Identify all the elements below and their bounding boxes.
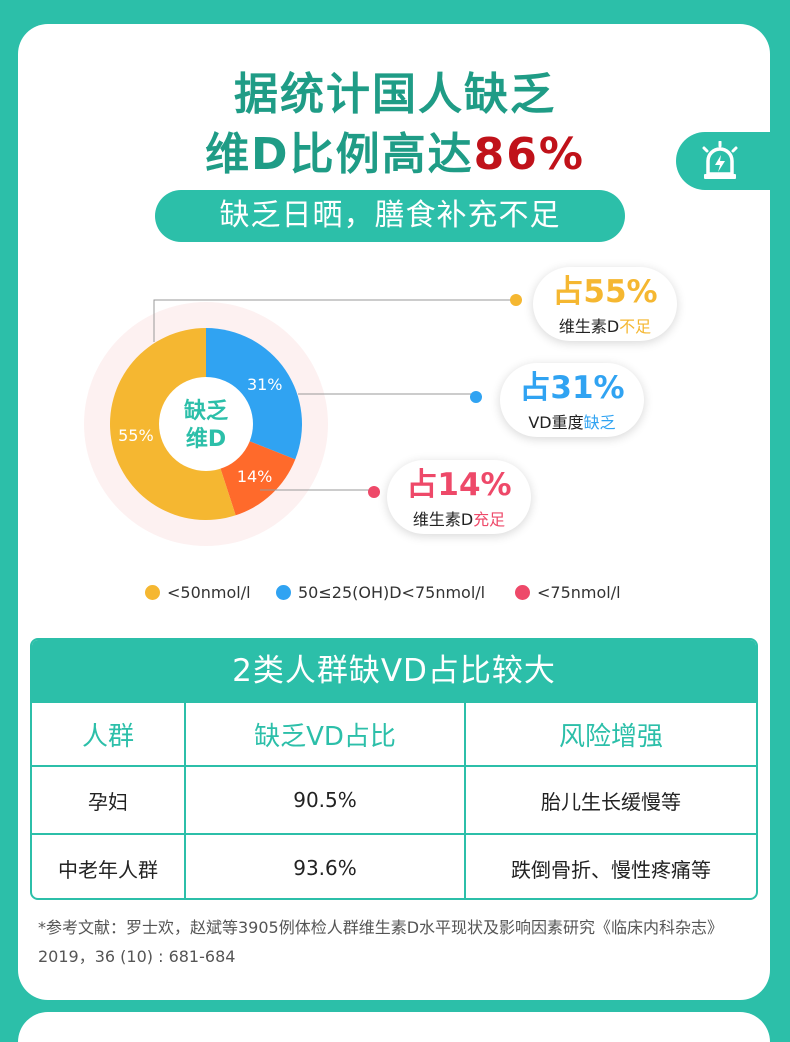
callout-14-desc: 维生素D充足 xyxy=(387,506,531,530)
next-card-edge xyxy=(18,1012,770,1042)
reference-note: *参考文献：罗士欢，赵斌等3905例体检人群维生素D水平现状及影响因素研究《临床… xyxy=(38,918,724,966)
leader-55-line xyxy=(153,299,516,342)
headline-percent: 86% xyxy=(473,129,585,180)
table-grid: 人群 缺乏VD占比 风险增强 孕妇 90.5% 胎儿生长缓慢等 中老年人群 93… xyxy=(32,703,756,898)
legend-item-3: <75nmol/l xyxy=(515,583,621,602)
col-header-risk: 风险增强 xyxy=(464,703,756,767)
legend-item-2: 50≤25(OH)D<75nmol/l xyxy=(276,583,485,602)
callout-31-highlight: 缺乏 xyxy=(583,413,616,432)
callout-14-highlight: 充足 xyxy=(473,510,506,529)
siren-lightning-icon xyxy=(702,141,738,179)
callout-55-desc: 维生素D不足 xyxy=(533,313,677,337)
donut-hole xyxy=(159,377,253,471)
callout-31-desc: VD重度缺乏 xyxy=(500,409,644,433)
leader-55-dot xyxy=(510,294,522,306)
callout-14-text: 维生素D xyxy=(412,510,474,529)
headline-line1: 据统计国人缺乏 xyxy=(234,69,556,120)
legend-label-2: 50≤25(OH)D<75nmol/l xyxy=(298,583,486,602)
slice-label-14: 14% xyxy=(237,467,273,486)
slice-label-55: 55% xyxy=(118,426,154,445)
legend-dot-2 xyxy=(276,585,291,600)
callout-55-value: 占55% xyxy=(552,274,658,310)
col-header-group: 人群 xyxy=(32,703,186,767)
cell-ratio: 93.6% xyxy=(184,833,466,898)
col-header-ratio: 缺乏VD占比 xyxy=(184,703,466,767)
callout-31-value: 占31% xyxy=(519,370,625,406)
table-header-row: 人群 缺乏VD占比 风险增强 xyxy=(32,703,756,767)
cell-group: 孕妇 xyxy=(32,765,186,835)
leader-31-dot xyxy=(470,391,482,403)
subtitle-banner: 缺乏日晒，膳食补充不足 xyxy=(155,190,625,242)
callout-55-highlight: 不足 xyxy=(619,317,652,336)
center-label-line1: 缺乏 xyxy=(184,398,228,424)
leader-14-dot xyxy=(368,486,380,498)
callout-55: 占55% 维生素D不足 xyxy=(533,267,677,341)
callout-14: 占14% 维生素D充足 xyxy=(387,460,531,534)
cell-group: 中老年人群 xyxy=(32,833,186,898)
legend-item-1: <50nmol/l xyxy=(145,583,251,602)
risk-table: 2类人群缺VD占比较大 人群 缺乏VD占比 风险增强 孕妇 90.5% 胎儿生长… xyxy=(30,638,758,900)
headline-line2: 维D比例高达86% xyxy=(0,118,790,182)
legend-dot-3 xyxy=(515,585,530,600)
callout-31: 占31% VD重度缺乏 xyxy=(500,363,644,437)
cell-risk: 跌倒骨折、慢性疼痛等 xyxy=(464,833,756,898)
table-row: 中老年人群 93.6% 跌倒骨折、慢性疼痛等 xyxy=(32,833,756,898)
alert-tab xyxy=(676,132,790,190)
callout-14-value: 占14% xyxy=(406,467,512,503)
callout-55-text: 维生素D xyxy=(558,317,620,336)
center-label-line2: 维D xyxy=(186,426,226,452)
callout-31-text: VD重度 xyxy=(528,413,584,432)
cell-risk: 胎儿生长缓慢等 xyxy=(464,765,756,835)
slice-label-31: 31% xyxy=(247,375,283,394)
cell-ratio: 90.5% xyxy=(184,765,466,835)
legend-label-3: <75nmol/l xyxy=(537,583,621,602)
legend-label-1: <50nmol/l xyxy=(167,583,251,602)
table-title: 2类人群缺VD占比较大 xyxy=(32,640,756,703)
table-row: 孕妇 90.5% 胎儿生长缓慢等 xyxy=(32,765,756,835)
headline-line2-text: 维D比例高达 xyxy=(205,129,474,180)
legend-dot-1 xyxy=(145,585,160,600)
